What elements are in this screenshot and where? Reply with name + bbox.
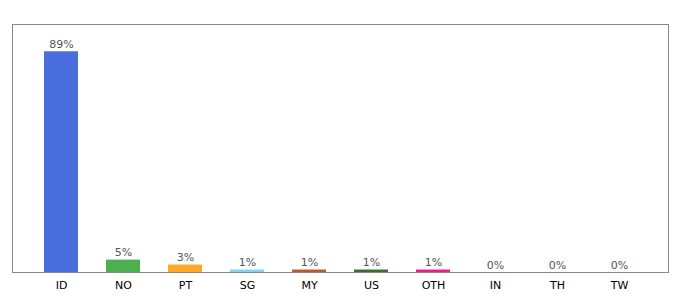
svg-text:OTH: OTH	[422, 279, 446, 292]
svg-text:IN: IN	[490, 279, 501, 292]
svg-text:3%: 3%	[177, 251, 194, 264]
svg-text:0%: 0%	[487, 259, 504, 272]
svg-text:SG: SG	[240, 279, 256, 292]
svg-text:NO: NO	[115, 279, 132, 292]
svg-text:1%: 1%	[239, 256, 256, 269]
svg-text:1%: 1%	[301, 256, 318, 269]
svg-text:89%: 89%	[49, 38, 73, 51]
svg-text:1%: 1%	[425, 256, 442, 269]
svg-text:TH: TH	[549, 279, 565, 292]
svg-text:PT: PT	[179, 279, 193, 292]
svg-text:5%: 5%	[115, 246, 132, 259]
svg-text:1%: 1%	[363, 256, 380, 269]
svg-text:US: US	[364, 279, 379, 292]
svg-text:0%: 0%	[549, 259, 566, 272]
svg-text:TW: TW	[610, 279, 629, 292]
svg-text:MY: MY	[301, 279, 317, 292]
svg-text:0%: 0%	[611, 259, 628, 272]
svg-text:ID: ID	[56, 279, 68, 292]
